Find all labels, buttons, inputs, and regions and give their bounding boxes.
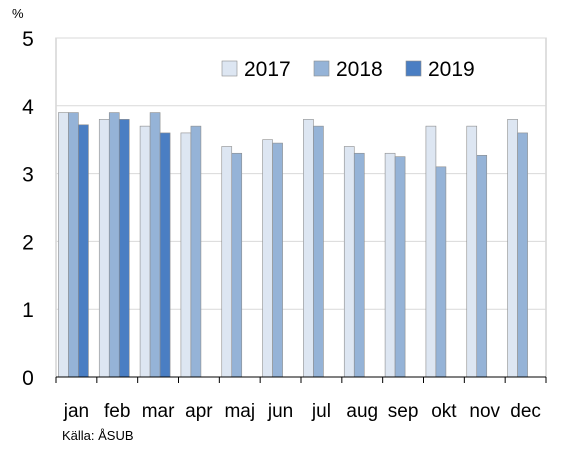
x-tick-label: maj xyxy=(224,401,255,422)
legend: 2017 2018 2019 xyxy=(221,58,475,81)
bar-2018-apr xyxy=(190,125,202,378)
x-tick-label: sep xyxy=(388,401,419,422)
x-tick-label: dec xyxy=(510,401,541,422)
bar-2018-aug xyxy=(353,152,365,378)
source-note: Källa: ÅSUB xyxy=(62,428,134,443)
x-tick-labels: jan feb mar apr maj jun jul aug sep okt nov dec xyxy=(63,401,541,422)
bar-2017-okt xyxy=(425,125,437,378)
x-tick-label: mar xyxy=(142,401,175,422)
y-tick-label: 2 xyxy=(22,231,34,254)
bar-2018-feb xyxy=(108,112,120,378)
x-tick-label: okt xyxy=(431,401,457,422)
bar-2018-dec xyxy=(517,132,528,378)
bar-2018-sep xyxy=(394,156,406,378)
y-unit-label: % xyxy=(12,6,24,21)
bar-2018-maj xyxy=(231,152,243,378)
bar-2019-feb xyxy=(118,119,130,378)
bar-2018-mar xyxy=(149,112,161,378)
bar-2018-jan xyxy=(68,112,79,378)
legend-label-2019: 2019 xyxy=(428,58,475,81)
bar-2017-jan xyxy=(58,112,69,378)
x-tick-label: jun xyxy=(267,401,293,422)
legend-swatch-2018 xyxy=(313,60,330,77)
bar-2017-feb xyxy=(98,119,110,378)
bar-2017-dec xyxy=(507,119,518,378)
bar-2017-nov xyxy=(466,125,478,378)
x-tick-label: feb xyxy=(104,401,130,422)
y-tick-label: 5 xyxy=(22,28,34,51)
x-tick-label: nov xyxy=(469,401,500,422)
bar-2017-jun xyxy=(262,139,273,378)
bar-2017-sep xyxy=(384,152,396,378)
bar-2017-aug xyxy=(343,146,355,378)
x-tick-label: jan xyxy=(63,401,89,422)
gridlines xyxy=(55,37,547,378)
bar-2017-mar xyxy=(139,125,151,378)
bar-2019-mar xyxy=(159,132,171,378)
bars-group xyxy=(58,112,528,378)
axes xyxy=(55,376,547,383)
x-tick-label: apr xyxy=(185,401,213,422)
bar-2017-jul xyxy=(303,119,314,378)
bar-2018-jun xyxy=(272,142,283,378)
y-tick-label: 0 xyxy=(22,367,34,390)
y-tick-label: 1 xyxy=(22,299,34,322)
legend-swatch-2019 xyxy=(405,60,422,77)
bar-2018-okt xyxy=(435,166,447,378)
bar-2019-jan xyxy=(78,124,89,378)
legend-label-2018: 2018 xyxy=(336,58,383,81)
y-tick-labels: 0 1 2 3 4 5 xyxy=(22,28,34,390)
bar-2017-maj xyxy=(221,146,233,378)
y-tick-label: 4 xyxy=(22,96,34,119)
bar-2018-nov xyxy=(476,154,488,378)
legend-swatch-2017 xyxy=(221,60,238,77)
bar-2017-apr xyxy=(180,132,192,378)
y-tick-label: 3 xyxy=(22,164,34,187)
x-tick-label: aug xyxy=(346,401,378,422)
bar-2018-jul xyxy=(313,125,324,378)
x-tick-label: jul xyxy=(311,401,331,422)
legend-label-2017: 2017 xyxy=(244,58,291,81)
